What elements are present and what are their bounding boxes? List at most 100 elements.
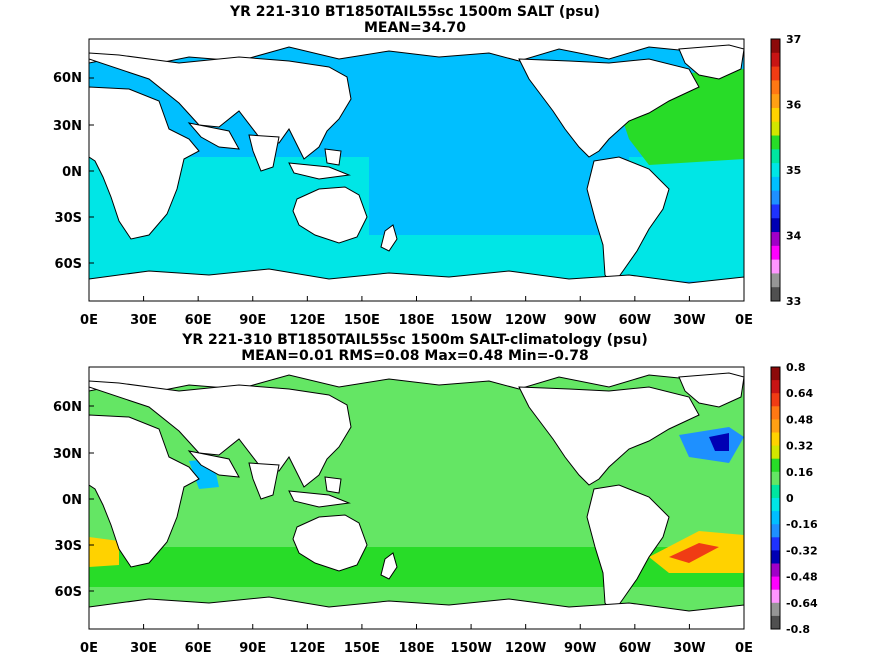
colorbar-swatch: [771, 419, 780, 433]
colorbar-swatch: [771, 149, 780, 164]
lon-label: 90E: [239, 313, 266, 328]
colorbar-swatch: [771, 287, 780, 302]
colorbar-swatch: [771, 232, 780, 247]
panel1-map: [88, 38, 745, 302]
panel1-lon-axis: 0E 30E 60E 90E 120E 150E 180E 150W 120W 90W 60W 30W…: [80, 296, 753, 328]
colorbar-swatch: [771, 66, 780, 81]
colorbar-label: -0.8: [786, 623, 810, 636]
lon-label: 150W: [450, 641, 491, 656]
colorbar-label: 0.48: [786, 413, 813, 426]
panel1-lat-axis: 60N 30N 0N 30S 60S: [53, 71, 94, 272]
colorbar-swatch: [771, 498, 780, 512]
colorbar-swatch: [771, 524, 780, 538]
colorbar-label: 0.16: [786, 466, 813, 479]
colorbar-label: 35: [786, 164, 801, 177]
p2-lat-60n: 60N: [53, 400, 82, 415]
colorbar-swatch: [771, 576, 780, 591]
lon-label: 60W: [619, 313, 651, 328]
colorbar-label: 36: [786, 99, 802, 112]
colorbar-swatch: [771, 484, 780, 499]
panel1-colorbar: 37 36 35 34 33: [770, 33, 802, 308]
colorbar-swatch: [771, 511, 780, 525]
colorbar-swatch: [771, 445, 780, 460]
p1-lat-30s: 30S: [55, 211, 82, 226]
p1-lat-30n: 30N: [53, 119, 82, 134]
lon-label: 180E: [398, 641, 434, 656]
p2-north-atlantic-negative-core: [709, 433, 729, 451]
lon-label: 120W: [505, 313, 546, 328]
panel2-colorbar: 0.8 0.64 0.48 0.32 0.16 0 -0.16 -0.32 -0.48 -0.64…: [770, 361, 818, 636]
colorbar-label: 0: [786, 492, 794, 505]
colorbar-swatch: [771, 589, 780, 604]
panel2-title-line1: YR 221-310 BT1850TAIL55sc 1500m SALT-cli…: [182, 332, 648, 348]
colorbar-label: 0.64: [786, 387, 813, 400]
colorbar-swatch: [771, 550, 780, 564]
lon-label: 90W: [564, 313, 596, 328]
lon-label: 120E: [289, 641, 325, 656]
colorbar-swatch: [771, 393, 780, 407]
colorbar-swatch: [771, 458, 780, 473]
p2-lat-30s: 30S: [55, 539, 82, 554]
lon-label: 0E: [80, 313, 98, 328]
panel2-map: [88, 366, 745, 630]
lon-label: 30E: [130, 313, 157, 328]
colorbar-swatch: [771, 471, 780, 486]
p2-agulhas-anomaly: [89, 537, 119, 567]
colorbar-swatch: [771, 259, 780, 274]
panel1-title-line1: YR 221-310 BT1850TAIL55sc 1500m SALT (ps…: [229, 4, 600, 20]
colorbar-swatch: [771, 39, 780, 54]
lon-label: 180E: [398, 313, 434, 328]
p2-south-atlantic-anomaly-core: [669, 543, 719, 563]
lon-label: 120W: [505, 641, 546, 656]
colorbar-swatch: [771, 163, 780, 178]
colorbar-swatch: [771, 94, 780, 109]
colorbar-swatch: [771, 135, 780, 150]
lon-label: 0E: [80, 641, 98, 656]
colorbar-border: [770, 38, 781, 302]
colorbar-swatch: [771, 406, 780, 420]
lon-label: 60E: [185, 313, 212, 328]
p1-lat-60n: 60N: [53, 71, 82, 86]
lon-label: 60W: [619, 641, 651, 656]
colorbar-label: -0.32: [786, 544, 818, 557]
colorbar-swatch: [771, 121, 780, 137]
colorbar-swatch: [771, 176, 780, 192]
panel2-lat-axis: 60N 30N 0N 30S 60S: [53, 400, 94, 600]
lon-label: 90E: [239, 641, 266, 656]
colorbar-swatch: [771, 107, 780, 123]
colorbar-swatch: [771, 367, 780, 381]
lon-label: 0E: [735, 641, 753, 656]
colorbar-label: 33: [786, 295, 801, 308]
lon-label: 60E: [185, 641, 212, 656]
lon-label: 30W: [673, 313, 705, 328]
lon-label: 0E: [735, 313, 753, 328]
lon-label: 150W: [450, 313, 491, 328]
colorbar-swatch: [771, 537, 780, 551]
panel2-title-line2: MEAN=0.01 RMS=0.08 Max=0.48 Min=-0.78: [241, 348, 589, 364]
colorbar-swatch: [771, 245, 780, 261]
p2-lat-60s: 60S: [55, 585, 82, 600]
colorbar-border: [770, 366, 781, 630]
colorbar-swatch: [771, 380, 780, 394]
colorbar-label: 34: [786, 230, 802, 243]
colorbar-label: 37: [786, 33, 801, 46]
colorbar-label: -0.64: [786, 597, 818, 610]
lon-label: 120E: [289, 313, 325, 328]
colorbar-swatch: [771, 615, 780, 630]
p2-lat-30n: 30N: [53, 447, 82, 462]
lon-label: 90W: [564, 641, 596, 656]
lon-label: 150E: [344, 313, 380, 328]
lon-label: 30W: [673, 641, 705, 656]
colorbar-swatch: [771, 204, 780, 219]
colorbar-label: -0.48: [786, 571, 818, 584]
panel1-title-line2: MEAN=34.70: [363, 20, 467, 36]
colorbar-label: 0.32: [786, 440, 813, 453]
p1-lat-0n: 0N: [62, 165, 82, 180]
p2-lat-0n: 0N: [62, 493, 82, 508]
lon-label: 30E: [130, 641, 157, 656]
colorbar-swatch: [771, 563, 780, 578]
colorbar-swatch: [771, 273, 780, 288]
colorbar-swatch: [771, 52, 780, 68]
panel2-lon-axis: 0E 30E 60E 90E 120E 150E 180E 150W 120W 90W 60W 30W…: [80, 624, 753, 656]
colorbar-swatch: [771, 602, 780, 617]
